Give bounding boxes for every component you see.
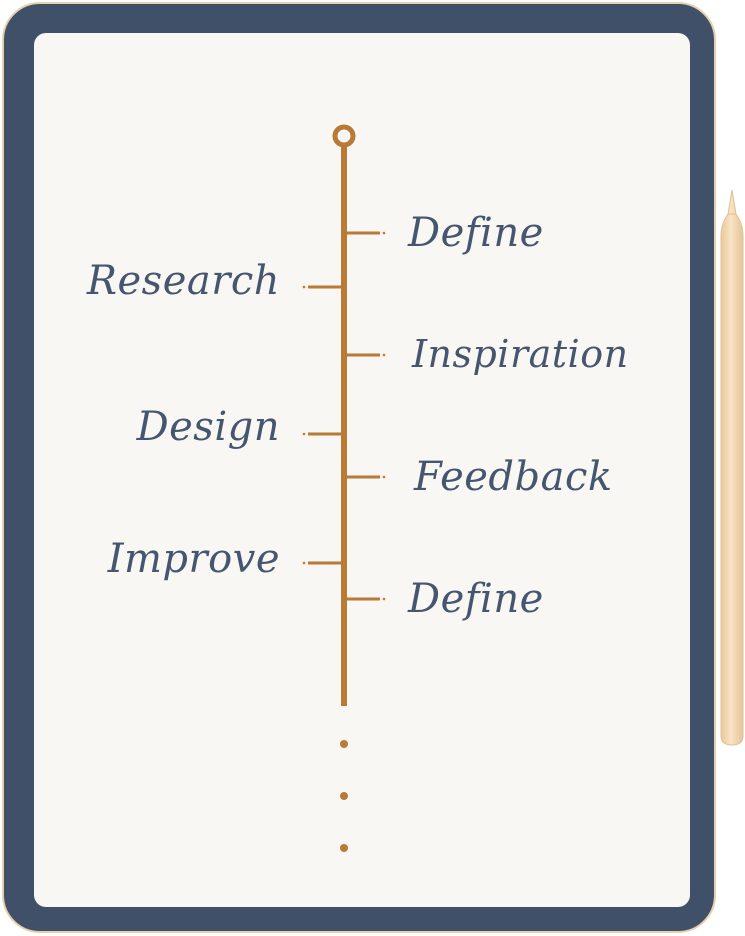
timeline-label-define: Define xyxy=(408,210,544,256)
left-connector xyxy=(302,432,341,436)
timeline-label-research: Research xyxy=(86,258,280,304)
right-connector xyxy=(347,475,386,479)
tablet-frame: Define Inspiration Feedback Define Resea… xyxy=(2,2,716,933)
pencil-icon xyxy=(720,189,744,746)
ellipsis-dots-icon xyxy=(340,740,348,852)
right-connector xyxy=(347,353,386,357)
tablet-screen: Define Inspiration Feedback Define Resea… xyxy=(34,33,690,907)
timeline-diagram xyxy=(302,124,386,852)
timeline-label-inspiration: Inspiration xyxy=(412,332,629,376)
right-connector xyxy=(347,597,386,601)
left-connector xyxy=(302,285,341,289)
right-connector xyxy=(347,231,386,235)
timeline-label-define-2: Define xyxy=(408,576,544,622)
left-connector xyxy=(302,561,341,565)
timeline-label-design: Design xyxy=(136,404,280,450)
circle-node-icon xyxy=(332,124,356,148)
timeline-label-improve: Improve xyxy=(107,536,280,582)
timeline-label-feedback: Feedback xyxy=(414,454,613,500)
